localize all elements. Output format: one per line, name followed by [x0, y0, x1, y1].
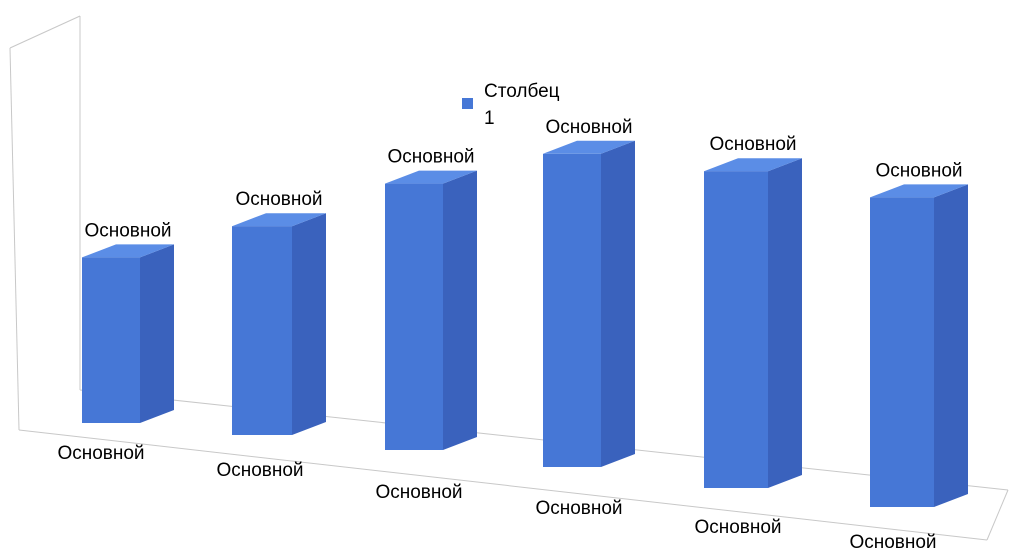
bar-side-face [292, 213, 326, 435]
legend: Столбец 1 [462, 81, 560, 129]
bar-1 [82, 244, 174, 423]
bar-2 [232, 213, 326, 435]
data-label: Основной [875, 160, 962, 181]
bar-3 [385, 170, 477, 450]
bar-side-face [934, 184, 968, 507]
legend-label: Столбец [484, 81, 560, 102]
data-label: Основной [545, 117, 632, 138]
bar-front-face [543, 153, 601, 468]
bar-top-face [704, 158, 802, 172]
bar-top-face [870, 184, 968, 198]
bar-front-face [82, 257, 140, 423]
bar-top-face [232, 213, 326, 227]
bar-front-face [385, 183, 443, 450]
floor-front-edge [18, 429, 988, 541]
bar-top-face [543, 140, 635, 154]
back-wall-top-edge [9, 15, 81, 49]
legend-label-line2: 1 [484, 108, 495, 129]
bar-front-face [870, 197, 934, 507]
data-label: Основной [387, 147, 474, 168]
data-label: Основной [84, 220, 171, 241]
bar-side-face [140, 244, 174, 423]
category-label: Основной [216, 460, 303, 481]
bar-top-face [82, 244, 174, 258]
bar-5 [704, 158, 802, 488]
floor-right-edge [986, 489, 1009, 541]
bar-side-face [443, 170, 477, 450]
data-label: Основной [235, 189, 322, 210]
labels-layer: Основной Основной Основной Основной Основной… [57, 117, 962, 550]
bar-front-face [232, 226, 292, 435]
bar-4 [543, 140, 635, 468]
legend-swatch [462, 98, 473, 109]
bar-top-face [385, 170, 477, 184]
bar-front-face [704, 171, 768, 488]
data-label: Основной [709, 134, 796, 155]
bar-side-face [768, 158, 802, 488]
bars-layer [82, 140, 968, 507]
category-label: Основной [375, 482, 462, 503]
bar-6 [870, 184, 968, 507]
bar-side-face [601, 140, 635, 468]
category-label: Основной [535, 498, 622, 519]
category-label: Основной [694, 517, 781, 538]
category-label: Основной [57, 443, 144, 464]
back-wall-left-edge [9, 47, 20, 431]
category-label: Основной [849, 532, 936, 550]
